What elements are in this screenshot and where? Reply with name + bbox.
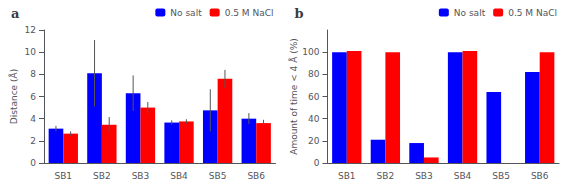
svg-text:SB5: SB5 [492, 171, 510, 181]
svg-text:No salt: No salt [454, 8, 486, 18]
svg-text:4: 4 [30, 114, 36, 124]
svg-text:6: 6 [30, 92, 36, 102]
svg-text:0.5 M NaCl: 0.5 M NaCl [225, 8, 274, 18]
svg-text:Amount of time < 4 Å (%): Amount of time < 4 Å (%) [288, 38, 299, 155]
svg-text:12: 12 [25, 25, 36, 35]
svg-text:SB3: SB3 [132, 171, 150, 181]
svg-text:Distance (Å): Distance (Å) [8, 69, 19, 124]
svg-text:100: 100 [302, 47, 319, 57]
svg-text:SB1: SB1 [54, 171, 72, 181]
svg-text:SB6: SB6 [247, 171, 265, 181]
svg-text:60: 60 [308, 92, 320, 102]
svg-text:No salt: No salt [170, 8, 202, 18]
svg-text:0: 0 [30, 158, 36, 168]
svg-text:20: 20 [308, 136, 320, 146]
svg-text:SB3: SB3 [415, 171, 433, 181]
svg-text:SB5: SB5 [209, 171, 227, 181]
svg-text:SB4: SB4 [170, 171, 188, 181]
svg-text:b: b [295, 6, 304, 21]
svg-text:0: 0 [314, 158, 320, 168]
svg-text:SB6: SB6 [531, 171, 549, 181]
svg-text:2: 2 [30, 136, 36, 146]
svg-text:SB2: SB2 [93, 171, 111, 181]
svg-text:0.5 M NaCl: 0.5 M NaCl [508, 8, 557, 18]
svg-text:a: a [11, 6, 20, 21]
svg-text:SB2: SB2 [377, 171, 395, 181]
svg-text:10: 10 [25, 47, 37, 57]
svg-text:8: 8 [30, 69, 36, 79]
svg-text:SB4: SB4 [454, 171, 472, 181]
svg-text:40: 40 [308, 114, 320, 124]
svg-text:SB1: SB1 [338, 171, 356, 181]
svg-text:80: 80 [308, 69, 320, 79]
